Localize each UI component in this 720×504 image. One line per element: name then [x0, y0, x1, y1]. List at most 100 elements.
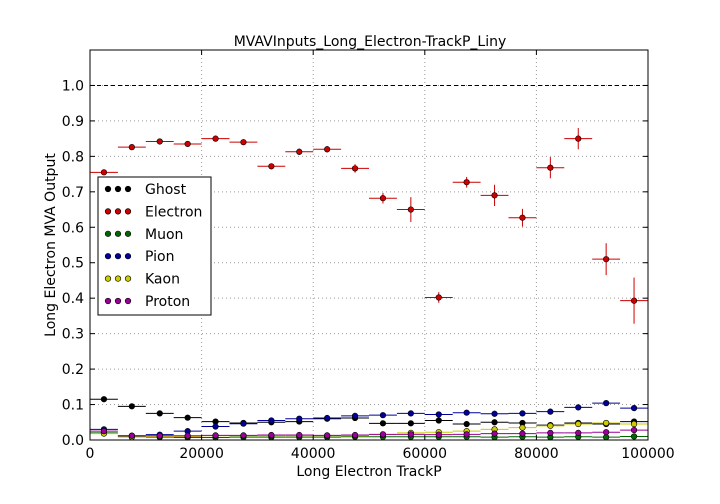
series-electron [90, 128, 648, 324]
legend-item-pion: Pion [104, 249, 174, 265]
data-point [156, 432, 163, 439]
legend-label: Ghost [145, 182, 187, 198]
data-point [463, 420, 470, 428]
x-tick-label: 20000 [179, 446, 224, 462]
series-proton [90, 426, 648, 439]
legend-marker [124, 297, 132, 305]
data-point [100, 428, 108, 435]
data-point [603, 429, 610, 436]
data-point [100, 396, 108, 403]
legend-marker [114, 297, 122, 305]
data-point [128, 403, 135, 410]
y-tick-label: 0.6 [62, 220, 84, 236]
data-point [435, 417, 442, 424]
data-point [435, 431, 442, 438]
data-point [212, 135, 219, 142]
data-point [463, 179, 470, 186]
data-point [212, 432, 219, 439]
legend-box [97, 176, 212, 316]
data-point [519, 214, 526, 221]
data-point [519, 424, 526, 431]
legend: Ghost Electron Muon Pion Kaon Proton [97, 176, 212, 316]
data-point [630, 404, 638, 412]
x-tick-label: 80000 [514, 446, 559, 462]
data-point [379, 420, 387, 427]
data-point [603, 400, 610, 407]
legend-marker [114, 230, 122, 237]
y-tick-label: 1.0 [62, 78, 84, 94]
legend-marker [124, 230, 132, 237]
series-ghost [90, 396, 648, 429]
y-tick-label: 0.1 [62, 398, 84, 414]
data-point [630, 433, 638, 440]
y-tick-label: 0.3 [62, 327, 84, 343]
data-point [547, 422, 554, 429]
data-point [547, 429, 554, 437]
data-point [296, 148, 303, 155]
legend-marker [114, 208, 122, 215]
data-point [128, 144, 135, 151]
y-axis-label: Long Electron MVA Output [43, 153, 59, 337]
data-point [491, 419, 498, 426]
legend-label: Muon [145, 227, 183, 243]
data-point [575, 404, 582, 411]
data-point [324, 414, 331, 422]
data-point [268, 163, 275, 170]
legend-marker [124, 185, 132, 193]
data-point [296, 415, 303, 422]
data-point [575, 420, 582, 428]
data-point [324, 432, 331, 439]
legend-label: Electron [145, 204, 202, 220]
legend-marker [104, 185, 112, 193]
data-point [547, 164, 554, 171]
data-point [519, 410, 526, 417]
legend-marker [114, 185, 122, 193]
data-point [100, 169, 108, 176]
legend-marker [114, 253, 122, 260]
data-point [630, 297, 638, 304]
data-point [184, 140, 191, 148]
data-point [407, 420, 414, 427]
legend-marker [104, 230, 112, 237]
data-point [603, 419, 610, 427]
legend-marker [114, 275, 122, 282]
axis-ticks: 0 20000 40000 60000 80000 100000 0.0 0.1 0.2 0.3 0… [62, 50, 675, 462]
data-point [519, 430, 526, 437]
data-point [547, 408, 554, 415]
data-point [407, 431, 414, 438]
data-point [184, 432, 191, 439]
y-tick-label: 0.4 [62, 291, 84, 307]
y-tick-label: 0.0 [62, 433, 84, 449]
legend-marker [104, 297, 112, 305]
legend-marker [124, 253, 132, 260]
legend-label: Pion [145, 249, 174, 265]
data-point [296, 431, 303, 439]
data-point [575, 429, 582, 437]
data-point [491, 430, 498, 437]
legend-marker [124, 208, 132, 215]
data-point [351, 165, 359, 172]
data-point [351, 431, 359, 439]
y-tick-label: 0.5 [62, 256, 84, 272]
x-tick-label: 60000 [403, 446, 448, 462]
data-point [268, 417, 275, 424]
legend-label: Kaon [145, 272, 180, 288]
data-point [351, 412, 359, 419]
x-tick-label: 0 [86, 446, 95, 462]
legend-marker [104, 275, 112, 282]
legend-item-proton: Proton [104, 294, 190, 310]
data-point [240, 420, 247, 427]
data-point [156, 410, 163, 417]
data-point [575, 135, 582, 142]
legend-item-ghost: Ghost [104, 182, 187, 198]
data-point [407, 206, 414, 213]
data-point [603, 256, 610, 263]
y-tick-label: 0.9 [62, 114, 84, 130]
plot-frame [89, 49, 649, 441]
data-point [324, 146, 331, 153]
data-point [379, 431, 387, 438]
data-point [463, 409, 470, 416]
legend-marker [104, 208, 112, 215]
legend-marker [124, 275, 132, 282]
